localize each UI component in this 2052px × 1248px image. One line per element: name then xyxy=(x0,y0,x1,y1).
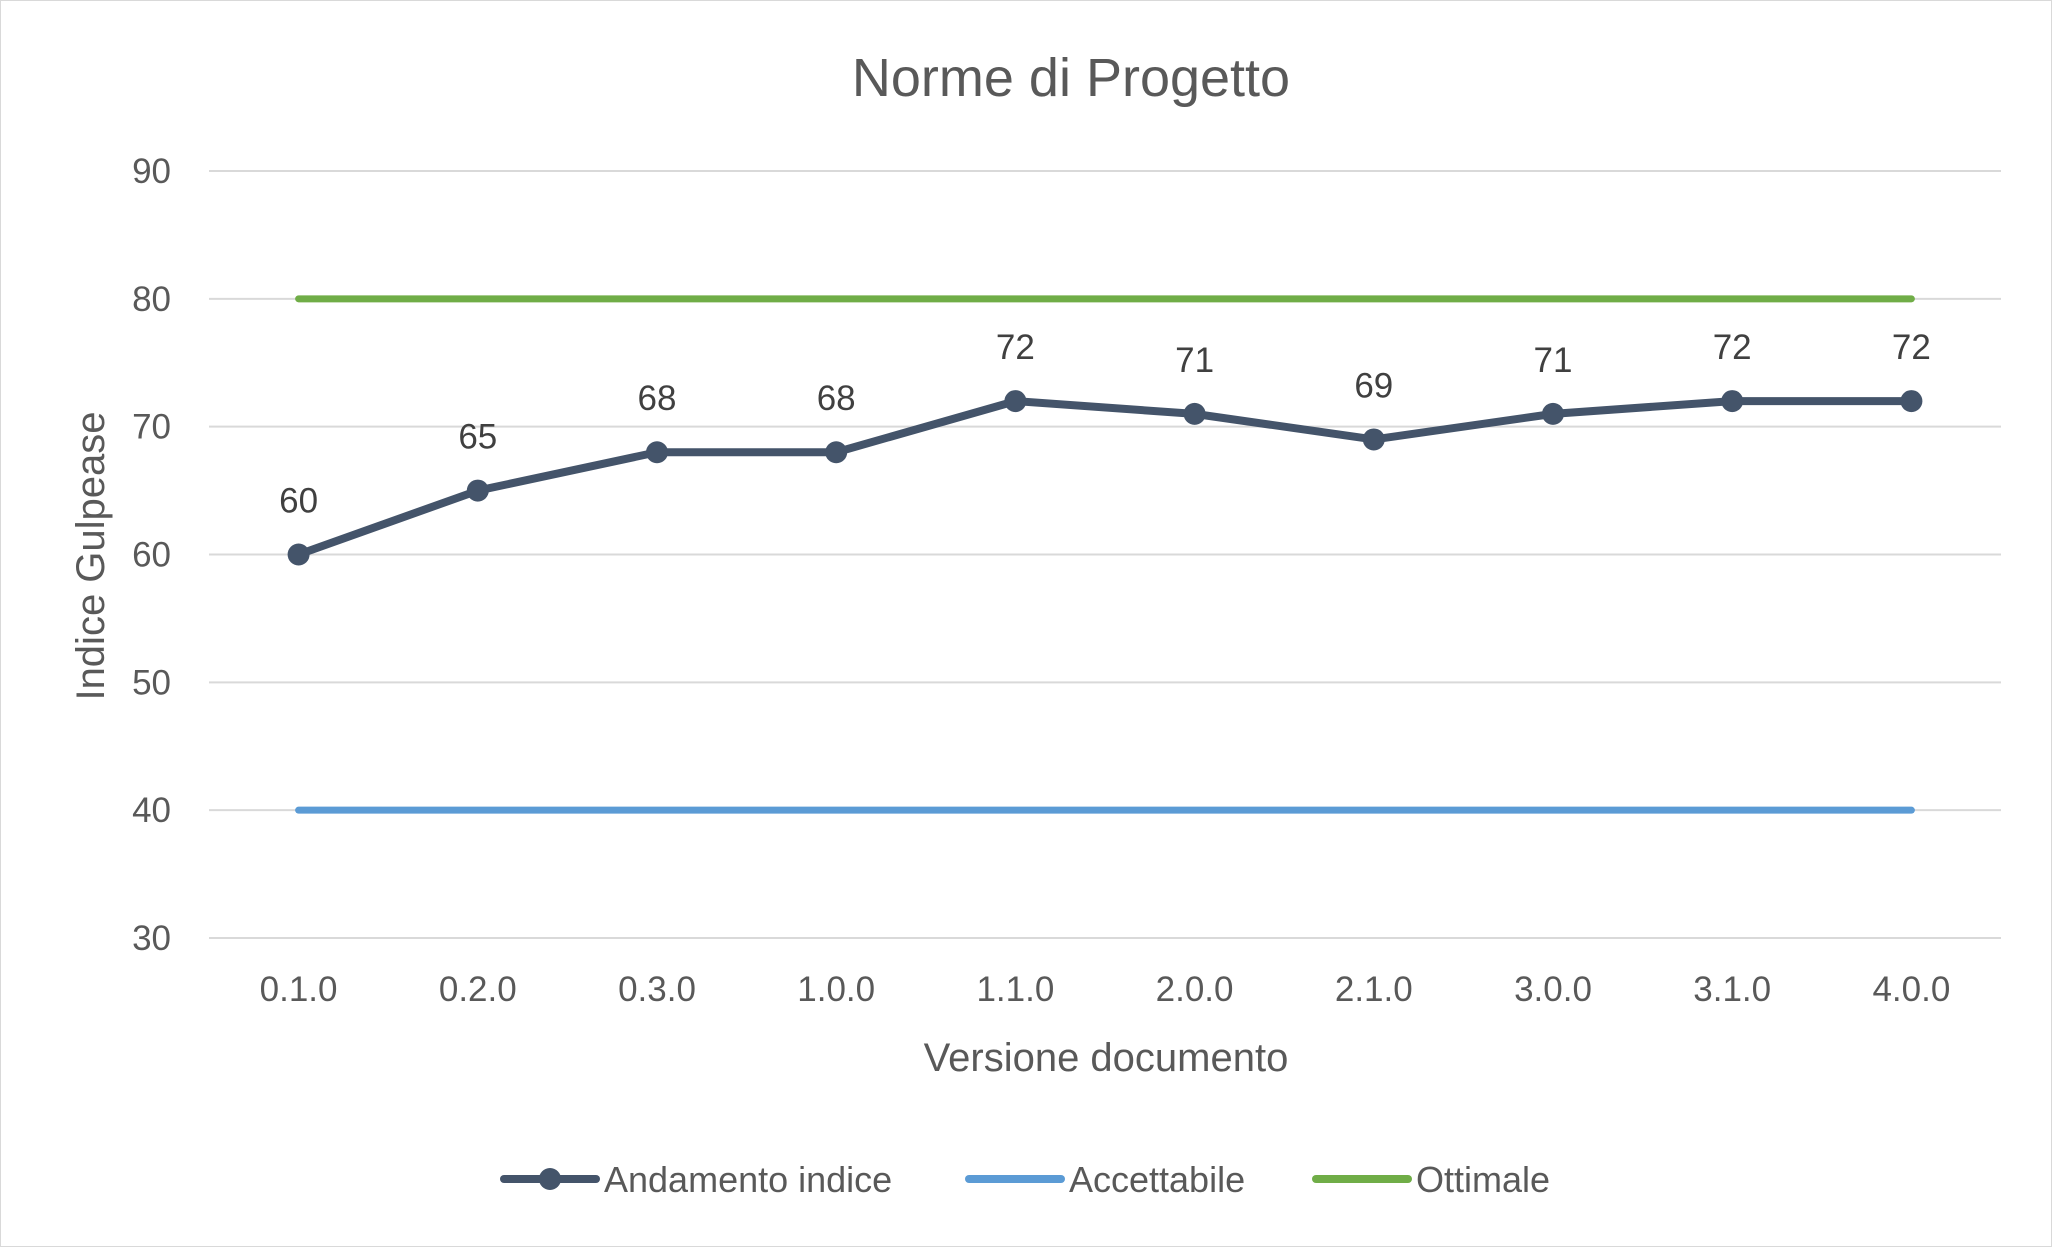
data-labels: 60 65 68 68 72 71 69 71 72 72 xyxy=(279,328,1931,520)
y-tick-label: 40 xyxy=(132,791,171,830)
data-label: 72 xyxy=(1892,328,1931,367)
x-tick-label: 0.1.0 xyxy=(260,970,338,1009)
data-point xyxy=(466,479,489,502)
data-point xyxy=(1362,428,1385,451)
x-tick-label: 2.1.0 xyxy=(1335,970,1413,1009)
data-point xyxy=(287,543,310,566)
x-tick-label: 3.0.0 xyxy=(1514,970,1592,1009)
data-point xyxy=(1542,402,1564,425)
data-label: 65 xyxy=(458,418,497,457)
data-label: 69 xyxy=(1354,366,1393,405)
legend-marker xyxy=(539,1168,561,1190)
legend-label: Ottimale xyxy=(1416,1159,1550,1200)
y-axis-ticks: 30 40 50 60 70 80 90 xyxy=(132,152,171,958)
y-tick-label: 70 xyxy=(132,408,171,447)
data-point xyxy=(1721,390,1744,413)
data-label: 71 xyxy=(1534,341,1573,380)
gridlines xyxy=(209,170,2001,939)
x-tick-label: 2.0.0 xyxy=(1156,970,1234,1009)
x-tick-label: 3.1.0 xyxy=(1693,970,1771,1009)
data-label: 68 xyxy=(638,379,677,418)
data-label: 72 xyxy=(1713,328,1752,367)
y-axis-title: Indice Gulpease xyxy=(69,411,113,700)
y-tick-label: 50 xyxy=(132,663,171,702)
x-axis-title: Versione documento xyxy=(924,1036,1289,1080)
y-tick-label: 60 xyxy=(132,536,171,575)
legend-label: Andamento indice xyxy=(604,1159,892,1200)
data-point xyxy=(825,441,848,464)
series-line-andamento-indice xyxy=(294,397,1916,559)
y-tick-label: 80 xyxy=(132,280,171,319)
data-point xyxy=(1900,390,1923,413)
legend-label: Accettabile xyxy=(1069,1159,1245,1200)
series-group xyxy=(287,295,1923,814)
y-tick-label: 30 xyxy=(132,919,171,958)
data-point xyxy=(1004,390,1027,413)
x-tick-label: 1.0.0 xyxy=(797,970,875,1009)
data-label: 60 xyxy=(279,482,318,521)
x-tick-label: 1.1.0 xyxy=(976,970,1054,1009)
chart-title: Norme di Progetto xyxy=(852,48,1290,108)
x-tick-label: 0.3.0 xyxy=(618,970,696,1009)
y-tick-label: 90 xyxy=(132,152,171,191)
legend-item-accettabile: Accettabile xyxy=(965,1159,1245,1200)
data-label: 71 xyxy=(1175,341,1214,380)
legend-item-ottimale: Ottimale xyxy=(1312,1159,1550,1200)
x-tick-label: 0.2.0 xyxy=(439,970,517,1009)
legend-item-andamento-indice: Andamento indice xyxy=(500,1159,892,1200)
data-point xyxy=(1183,402,1206,425)
x-tick-label: 4.0.0 xyxy=(1872,970,1950,1009)
data-point xyxy=(646,441,668,464)
legend: Andamento indice Accettabile Ottimale xyxy=(500,1159,1550,1200)
data-label: 68 xyxy=(817,379,856,418)
data-label: 72 xyxy=(996,328,1035,367)
x-axis-ticks: 0.1.0 0.2.0 0.3.0 1.0.0 1.1.0 2.0.0 2.1.0 3.0.0… xyxy=(260,970,1951,1009)
